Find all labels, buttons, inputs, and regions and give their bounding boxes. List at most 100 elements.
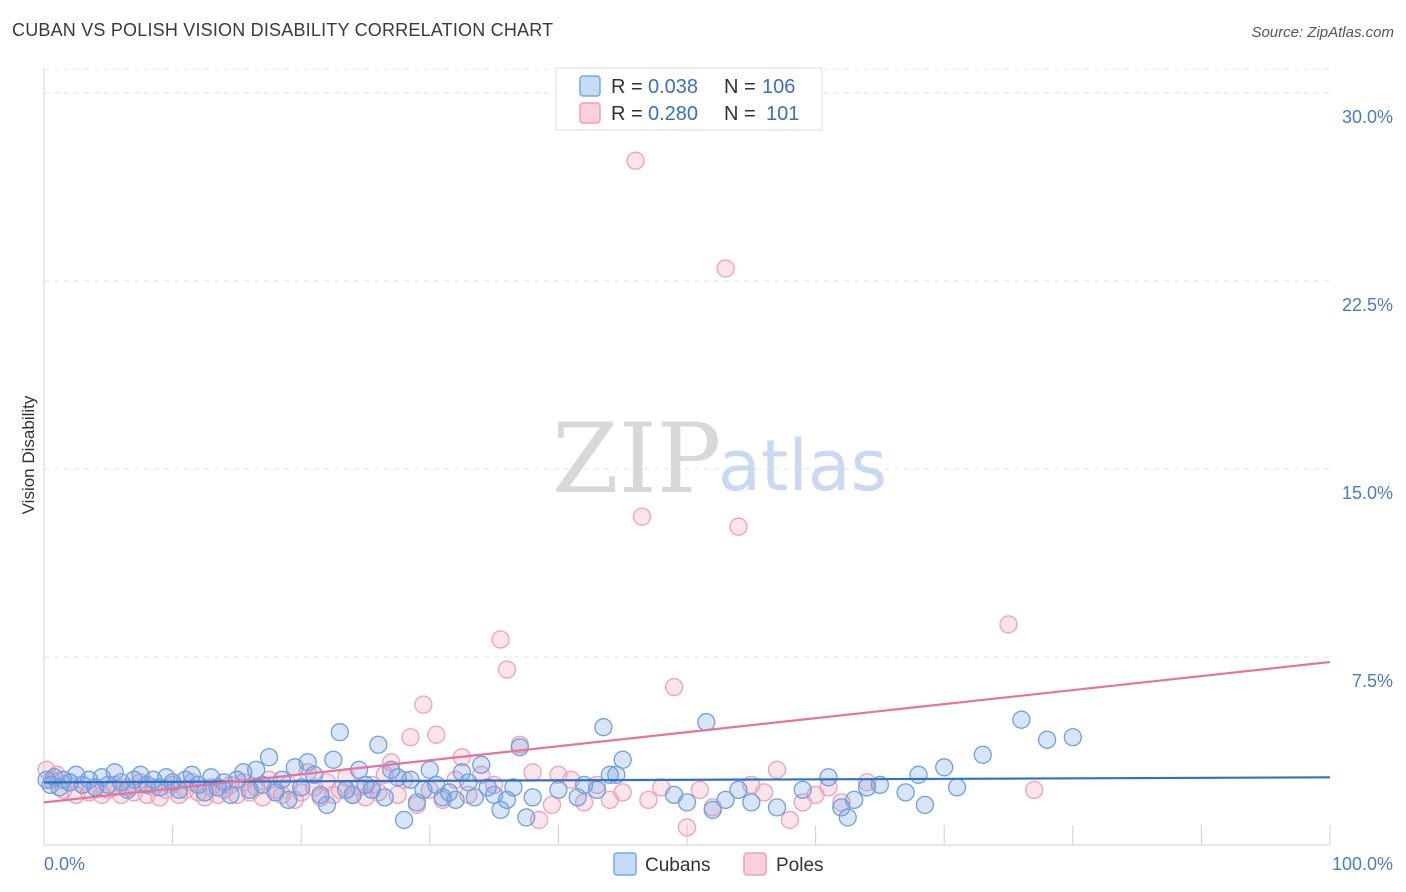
poles-point bbox=[639, 790, 658, 810]
watermark: ZIP atlas bbox=[552, 403, 887, 515]
cubans-point bbox=[742, 793, 761, 812]
legend-n-value-poles: 101 bbox=[766, 103, 799, 125]
cubans-point bbox=[221, 785, 240, 805]
cubans-point bbox=[947, 778, 967, 797]
cubans-point bbox=[317, 795, 337, 815]
poles-point bbox=[999, 615, 1018, 634]
cubans-point bbox=[935, 758, 954, 777]
cubans-point bbox=[594, 718, 613, 737]
poles-point bbox=[677, 818, 697, 837]
cubans-point bbox=[369, 735, 388, 754]
cubans-point bbox=[973, 745, 992, 764]
cubans-point bbox=[703, 800, 722, 820]
series-label-poles: Poles bbox=[776, 855, 824, 876]
cubans-point bbox=[504, 778, 523, 797]
poles-point bbox=[523, 763, 542, 782]
series-label-cubans: Cubans bbox=[645, 855, 711, 876]
cubans-point bbox=[472, 755, 491, 774]
cubans-point bbox=[292, 778, 311, 797]
grid-lines bbox=[44, 68, 1330, 658]
watermark-zip: ZIP bbox=[552, 403, 721, 515]
legend-n-label-cubans: N = bbox=[724, 76, 756, 98]
cubans-point bbox=[523, 788, 542, 807]
cubans-point bbox=[446, 790, 465, 810]
y-tick-label: 15.0% bbox=[1342, 483, 1393, 503]
cubans-point bbox=[279, 790, 298, 810]
series-swatch-cubans bbox=[613, 852, 637, 876]
trend-lines bbox=[43, 660, 1331, 804]
legend-r-value-cubans: 0.038 bbox=[648, 76, 698, 98]
cubans-point bbox=[549, 780, 568, 800]
poles-point bbox=[767, 760, 787, 779]
x-tick-label-end: 100.0% bbox=[1332, 854, 1393, 874]
cubans-point bbox=[330, 723, 349, 742]
series-swatch-poles bbox=[743, 852, 767, 876]
cubans-point bbox=[459, 773, 478, 792]
cubans-point bbox=[613, 750, 632, 769]
cubans-point bbox=[311, 785, 330, 805]
y-axis-label: Vision Disability bbox=[19, 395, 38, 514]
poles-point bbox=[729, 517, 748, 536]
cubans-point bbox=[491, 800, 510, 820]
cubans-point bbox=[324, 750, 343, 769]
poles-point bbox=[401, 728, 420, 747]
cubans-point bbox=[716, 790, 735, 810]
poles-point bbox=[632, 507, 652, 526]
cubans-point bbox=[1012, 710, 1031, 729]
poles-point bbox=[755, 783, 774, 802]
cubans-point bbox=[909, 765, 928, 784]
cubans-point bbox=[838, 808, 857, 827]
legend-swatch-cubans bbox=[579, 75, 601, 97]
series-legend: Cubans Poles bbox=[613, 852, 824, 876]
poles-trend-line bbox=[43, 660, 1331, 804]
cubans-point bbox=[478, 778, 497, 797]
cubans-point bbox=[677, 793, 697, 812]
legend-swatch-poles bbox=[579, 102, 601, 124]
y-tick-label: 7.5% bbox=[1352, 671, 1393, 691]
cubans-point bbox=[182, 765, 202, 784]
chart-source: Source: ZipAtlas.com bbox=[1251, 24, 1394, 41]
y-tick-label: 30.0% bbox=[1342, 107, 1393, 127]
axes bbox=[43, 68, 1331, 846]
poles-point bbox=[491, 630, 510, 649]
cubans-point bbox=[272, 770, 292, 789]
cubans-point bbox=[819, 768, 838, 787]
cubans-point bbox=[1037, 730, 1057, 749]
cubans-point bbox=[517, 808, 536, 827]
poles-point bbox=[626, 151, 645, 170]
poles-point bbox=[613, 783, 632, 802]
cubans-point bbox=[343, 785, 362, 805]
poles-point bbox=[716, 259, 735, 278]
cubans-point bbox=[587, 780, 607, 800]
poles-point bbox=[414, 695, 433, 714]
cubans-point bbox=[259, 748, 279, 767]
chart-title: CUBAN VS POLISH VISION DISABILITY CORREL… bbox=[12, 20, 554, 40]
cubans-point bbox=[896, 783, 915, 802]
poles-point bbox=[780, 810, 800, 830]
legend-n-value-cubans: 106 bbox=[762, 76, 795, 98]
cubans-point bbox=[697, 713, 716, 732]
legend-r-value-poles: 0.280 bbox=[648, 103, 698, 125]
cubans-point bbox=[793, 780, 812, 800]
cubans-point bbox=[510, 738, 529, 757]
cubans-point bbox=[767, 798, 787, 817]
x-tick-labels: 0.0% 100.0% bbox=[44, 854, 1393, 874]
poles-point bbox=[497, 660, 517, 679]
cubans-point bbox=[729, 780, 748, 800]
cubans-point bbox=[465, 788, 484, 807]
legend-n-label-poles: N = bbox=[724, 103, 756, 125]
cubans-point bbox=[915, 795, 935, 815]
legend-r-label-poles: R = bbox=[611, 103, 643, 125]
poles-point bbox=[664, 677, 684, 697]
y-tick-labels: 7.5% 15.0% 22.5% 30.0% bbox=[1342, 107, 1393, 691]
cubans-point bbox=[845, 790, 864, 810]
correlation-legend: R = 0.038 N = 106 R = 0.280 N = 101 bbox=[555, 67, 823, 131]
poles-point bbox=[37, 760, 56, 779]
legend-r-label-cubans: R = bbox=[611, 76, 643, 98]
cubans-point bbox=[394, 810, 414, 830]
poles-point bbox=[382, 753, 401, 772]
poles-point bbox=[1025, 780, 1044, 800]
cubans-point bbox=[375, 788, 394, 807]
poles-point bbox=[542, 795, 562, 815]
